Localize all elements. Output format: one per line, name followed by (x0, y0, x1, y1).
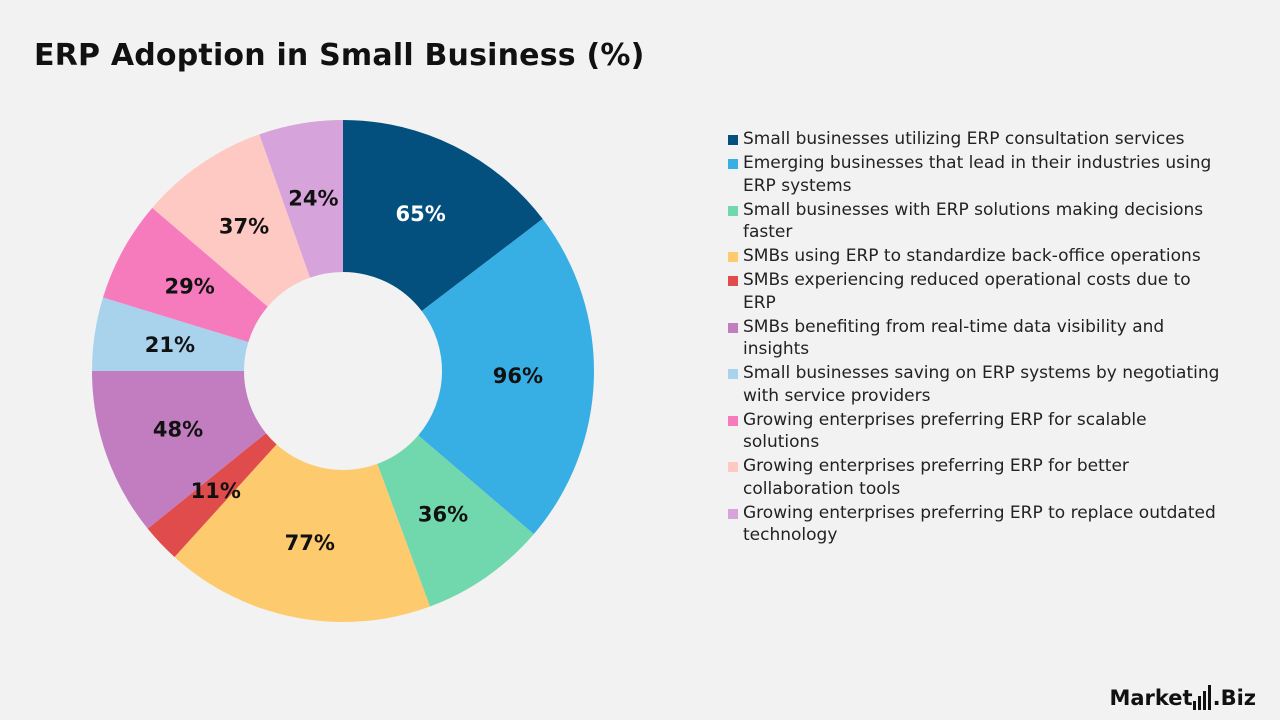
donut-slice (418, 218, 594, 535)
legend-item: SMBs experiencing reduced operational co… (728, 269, 1228, 314)
legend-item: SMBs using ERP to standardize back-offic… (728, 245, 1228, 268)
legend-swatch (728, 276, 738, 286)
legend-item: Growing enterprises preferring ERP to re… (728, 502, 1228, 547)
donut-slice (377, 435, 534, 607)
slice-data-label: 21% (145, 333, 195, 357)
legend-item: Small businesses with ERP solutions maki… (728, 199, 1228, 244)
legend-item: Emerging businesses that lead in their i… (728, 152, 1228, 197)
slice-data-label: 37% (219, 215, 269, 239)
chart-legend: Small businesses utilizing ERP consultat… (728, 128, 1228, 548)
legend-label: SMBs using ERP to standardize back-offic… (743, 246, 1201, 266)
donut-slice (147, 433, 277, 558)
slice-data-label: 65% (396, 202, 446, 226)
brand-name-part2: .Biz (1212, 686, 1256, 710)
legend-label: Small businesses saving on ERP systems b… (743, 363, 1220, 406)
donut-slice (103, 207, 268, 343)
slice-data-label: 36% (418, 503, 468, 527)
legend-item: SMBs benefiting from real-time data visi… (728, 316, 1228, 361)
donut-slice (92, 371, 266, 529)
legend-swatch (728, 369, 738, 379)
legend-swatch (728, 159, 738, 169)
legend-label: Small businesses with ERP solutions maki… (743, 199, 1204, 243)
slice-data-label: 48% (153, 417, 203, 441)
slice-data-label: 77% (285, 531, 335, 555)
donut-slice (152, 134, 311, 307)
legend-item: Small businesses utilizing ERP consultat… (728, 128, 1228, 151)
slice-data-label: 96% (493, 364, 543, 388)
legend-swatch (728, 135, 738, 145)
legend-label: Growing enterprises preferring ERP to re… (743, 502, 1216, 546)
legend-item: Small businesses saving on ERP systems b… (728, 362, 1228, 407)
logo-bars-icon (1192, 684, 1213, 710)
legend-swatch (728, 508, 738, 519)
donut-slice (343, 120, 543, 312)
brand-logo: Market .Biz (1109, 684, 1256, 710)
donut-slice (92, 297, 249, 371)
legend-item: Growing enterprises preferring ERP for b… (728, 455, 1228, 500)
legend-swatch (728, 252, 738, 262)
legend-swatch (728, 415, 738, 426)
legend-item: Growing enterprises preferring ERP for s… (728, 409, 1228, 454)
legend-label: Small businesses utilizing ERP consultat… (743, 129, 1185, 149)
donut-slice (174, 444, 430, 622)
slice-data-label: 29% (164, 275, 214, 299)
legend-label: SMBs benefiting from real-time data visi… (743, 316, 1165, 360)
slice-data-label: 24% (288, 187, 338, 211)
legend-label: SMBs experiencing reduced operational co… (743, 270, 1191, 313)
brand-name-part1: Market (1109, 686, 1193, 710)
donut-slice (259, 120, 343, 278)
legend-label: Growing enterprises preferring ERP for s… (743, 409, 1147, 453)
legend-label: Emerging businesses that lead in their i… (743, 153, 1212, 196)
chart-title: ERP Adoption in Small Business (%) (34, 38, 645, 73)
legend-swatch (728, 205, 738, 216)
donut-chart: 65% 96% 36% 77% 11% 48% 21% 29% 37% 24% (92, 120, 594, 622)
legend-swatch (728, 462, 738, 472)
legend-swatch (728, 322, 738, 333)
legend-label: Growing enterprises preferring ERP for b… (743, 456, 1129, 499)
slice-data-label: 11% (191, 479, 241, 503)
